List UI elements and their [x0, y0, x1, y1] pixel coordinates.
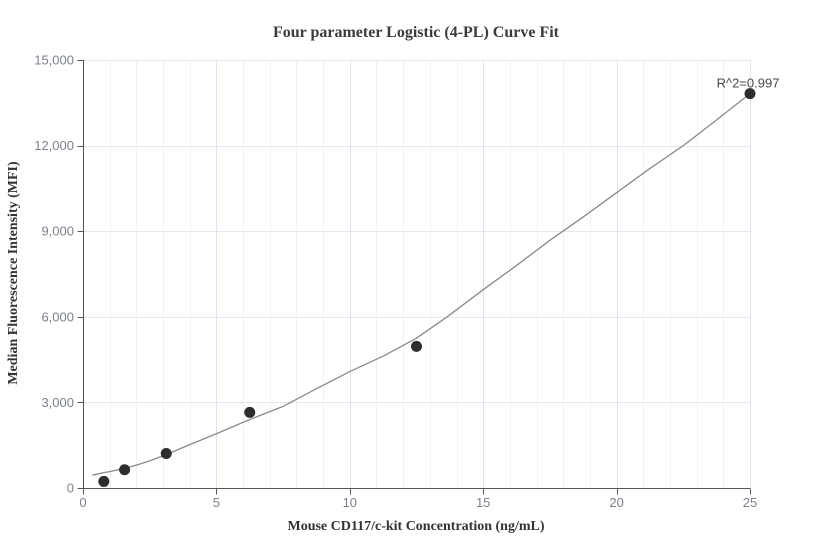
data-point	[119, 464, 131, 476]
y-tick-label: 15,000	[34, 53, 74, 68]
data-point	[744, 88, 756, 100]
chart-title: Four parameter Logistic (4-PL) Curve Fit	[272, 24, 560, 41]
y-tick-label: 0	[67, 481, 74, 496]
y-tick-label: 9,000	[41, 224, 74, 239]
x-tick-label: 0	[79, 495, 86, 510]
x-axis-title: Mouse CD117/c-kit Concentration (ng/mL)	[287, 519, 545, 534]
data-point	[98, 475, 110, 487]
x-tick-label: 10	[343, 495, 357, 510]
y-axis-title: Median Fluorescence Intensity (MFI)	[6, 161, 21, 385]
data-point	[160, 447, 172, 459]
x-tick-label: 15	[476, 495, 490, 510]
x-tick-label: 20	[609, 495, 623, 510]
x-tick-label: 5	[213, 495, 220, 510]
y-tick-label: 12,000	[34, 138, 74, 153]
y-tick-label: 3,000	[41, 395, 74, 410]
y-tick-label: 6,000	[41, 309, 74, 324]
x-tick-label: 25	[743, 495, 757, 510]
data-point	[411, 340, 422, 352]
r-squared-annotation: R^2=0.997	[716, 75, 780, 91]
data-point	[244, 406, 256, 418]
